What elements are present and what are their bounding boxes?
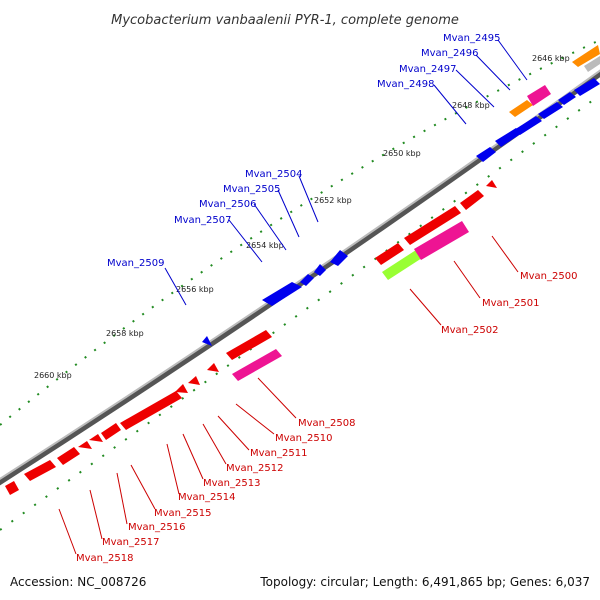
tick-label: 2650 kbp: [383, 149, 421, 158]
gene-feature[interactable]: [414, 221, 469, 260]
gene-label[interactable]: Mvan_2507: [174, 215, 231, 226]
gene-feature[interactable]: [101, 423, 121, 440]
gene-feature[interactable]: [120, 391, 182, 430]
tick-label: 2658 kbp: [106, 329, 144, 338]
gene-label[interactable]: Mvan_2495: [443, 33, 500, 44]
gene-label[interactable]: Mvan_2498: [377, 79, 434, 90]
reverse-strand-genes: [5, 180, 497, 495]
gene-feature[interactable]: [538, 102, 563, 119]
gene-feature[interactable]: [382, 250, 422, 280]
label-leader-lines: [58, 235, 519, 555]
gene-feature[interactable]: [404, 206, 461, 245]
gene-label[interactable]: Mvan_2513: [203, 478, 260, 489]
gene-feature[interactable]: [572, 45, 600, 67]
gene-feature[interactable]: [509, 100, 533, 117]
gene-feature[interactable]: [486, 180, 497, 188]
scale-ticks: 2646 kbp 2648 kbp 2650 kbp 2652 kbp 2654…: [34, 54, 570, 380]
gene-feature[interactable]: [330, 250, 348, 266]
gene-feature[interactable]: [78, 441, 92, 449]
gene-feature[interactable]: [226, 330, 272, 360]
tick-label: 2656 kbp: [176, 285, 214, 294]
gene-feature[interactable]: [300, 274, 314, 286]
gene-feature[interactable]: [574, 78, 600, 96]
gene-label[interactable]: Mvan_2511: [250, 448, 307, 459]
tick-label: 2652 kbp: [314, 196, 352, 205]
gene-label[interactable]: Mvan_2505: [223, 184, 280, 195]
gene-feature[interactable]: [57, 447, 80, 465]
tick-label: 2648 kbp: [452, 101, 490, 110]
gene-label[interactable]: Mvan_2517: [102, 537, 159, 548]
gene-label[interactable]: Mvan_2506: [199, 199, 256, 210]
gene-label[interactable]: Mvan_2509: [107, 258, 164, 269]
gene-label[interactable]: Mvan_2502: [441, 325, 498, 336]
dotted-guides: [0, 39, 600, 531]
gene-feature[interactable]: [558, 92, 576, 105]
gene-label[interactable]: Mvan_2512: [226, 463, 283, 474]
tick-label: 2660 kbp: [34, 371, 72, 380]
gene-feature[interactable]: [207, 363, 219, 372]
gene-feature[interactable]: [202, 336, 212, 346]
gene-feature[interactable]: [584, 56, 600, 72]
gene-label[interactable]: Mvan_2516: [128, 522, 185, 533]
gene-label[interactable]: Mvan_2514: [178, 492, 235, 503]
gene-feature[interactable]: [188, 376, 200, 385]
gene-label[interactable]: Mvan_2504: [245, 169, 302, 180]
gene-feature[interactable]: [89, 434, 103, 442]
forward-strand-genes: [202, 78, 600, 346]
highlighted-genes-top: [509, 45, 600, 117]
gene-label[interactable]: Mvan_2497: [399, 64, 456, 75]
gene-feature[interactable]: [495, 128, 522, 147]
tick-label: 2654 kbp: [246, 241, 284, 250]
topology-info: Topology: circular; Length: 6,491,865 bp…: [259, 575, 590, 589]
accession-info: Accession: NC_008726: [10, 575, 146, 589]
gene-feature[interactable]: [476, 147, 496, 162]
gene-feature[interactable]: [232, 349, 282, 381]
gene-feature[interactable]: [375, 243, 404, 265]
tick-label: 2646 kbp: [532, 54, 570, 63]
gene-label[interactable]: Mvan_2515: [154, 508, 211, 519]
gene-feature[interactable]: [460, 190, 484, 210]
gene-feature[interactable]: [262, 282, 302, 306]
gene-label[interactable]: Mvan_2518: [76, 553, 133, 564]
gene-label[interactable]: Mvan_2510: [275, 433, 332, 444]
gene-feature[interactable]: [514, 116, 542, 135]
gene-label[interactable]: Mvan_2500: [520, 271, 577, 282]
gene-label[interactable]: Mvan_2496: [421, 48, 478, 59]
gene-feature[interactable]: [175, 384, 188, 393]
gene-labels-reverse: Mvan_2500 Mvan_2501 Mvan_2502 Mvan_2508 …: [76, 271, 577, 564]
gene-labels-forward: Mvan_2495 Mvan_2496 Mvan_2497 Mvan_2498 …: [107, 33, 500, 269]
gene-label[interactable]: Mvan_2501: [482, 298, 539, 309]
gene-feature[interactable]: [24, 460, 56, 481]
gene-feature[interactable]: [314, 264, 326, 276]
gene-feature[interactable]: [527, 85, 551, 106]
highlighted-genes-center: [232, 221, 469, 381]
genome-title: Mycobacterium vanbaalenii PYR-1, complet…: [111, 13, 459, 28]
gene-label[interactable]: Mvan_2508: [298, 418, 355, 429]
gene-feature[interactable]: [5, 481, 19, 495]
label-leader-lines: [164, 39, 528, 306]
